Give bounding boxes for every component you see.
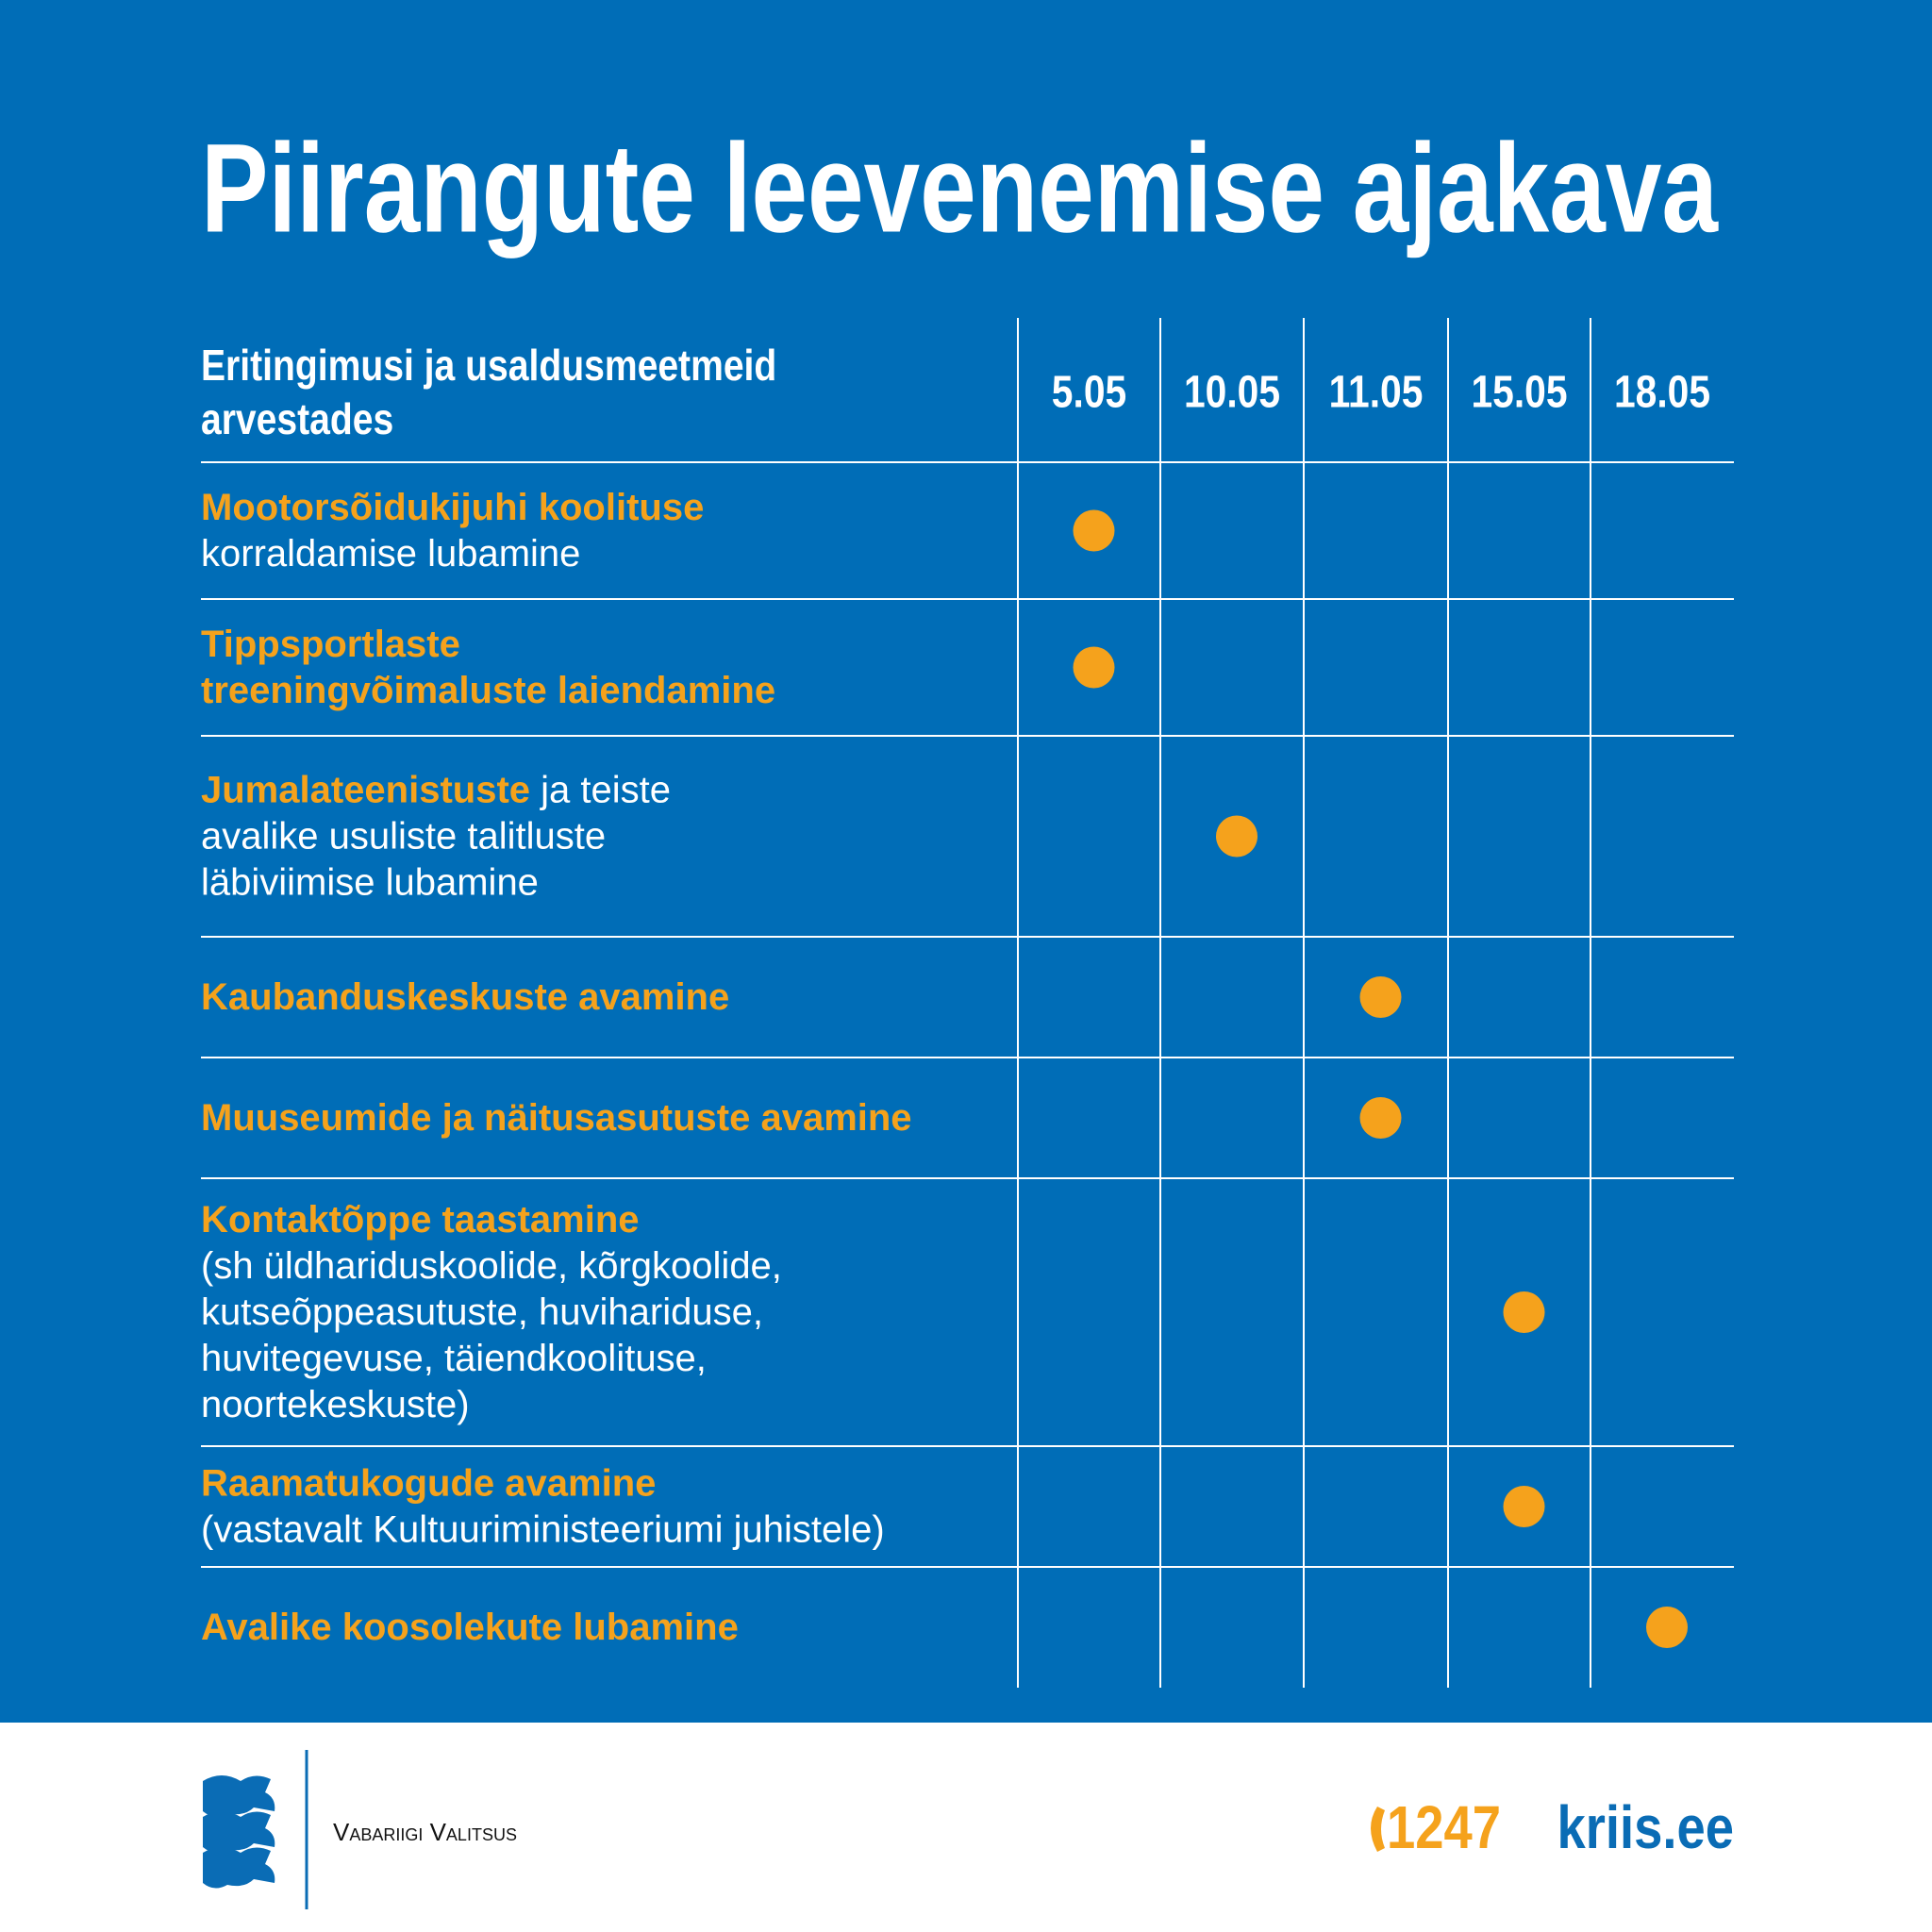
accent-text: Raamatukogude avamine xyxy=(201,1463,656,1505)
row-text: läbiviimise lubamine xyxy=(201,862,539,904)
dot xyxy=(1073,509,1115,552)
row-text: huvitegevuse, täiendkoolituse, xyxy=(201,1338,707,1379)
row-text: Kaubanduskeskuste avamine xyxy=(201,976,729,1018)
header-label: Eritingimusi ja usaldusmeetmeid xyxy=(201,341,776,391)
row-text: Avalike koosolekute lubamine xyxy=(201,1607,739,1648)
dot xyxy=(1216,815,1257,858)
background xyxy=(0,0,1932,1723)
accent-text: Tippsportlaste xyxy=(201,624,460,665)
row-text: Jumalateenistuste ja teiste xyxy=(201,770,671,811)
row-text: (sh üldhariduskoolide, kõrgkoolide, xyxy=(201,1245,782,1287)
dot xyxy=(1359,1097,1402,1139)
row-text: avalike usuliste talitluste xyxy=(201,816,606,858)
plain-text: (sh üldhariduskoolide, kõrgkoolide, xyxy=(201,1245,782,1287)
organization: Vabariigi Valitsus xyxy=(333,1818,517,1846)
accent-text: Muuseumide ja näitusasutuste avamine xyxy=(201,1097,912,1139)
row-text: (vastavalt Kultuuriministeeriumi juhiste… xyxy=(201,1509,885,1551)
plain-text: noortekeskuste) xyxy=(201,1384,470,1425)
plain-text: avalike usuliste talitluste xyxy=(201,816,606,858)
plain-text: läbiviimise lubamine xyxy=(201,862,539,904)
phone: 1247 xyxy=(1387,1793,1501,1861)
plain-text: huvitegevuse, täiendkoolituse, xyxy=(201,1338,707,1379)
accent-text: treeningvõimaluste laiendamine xyxy=(201,670,775,711)
logo xyxy=(203,1775,275,1889)
footer-background xyxy=(0,1723,1932,1932)
plain-text: ja teiste xyxy=(530,770,671,811)
row-text: kutseõppeasutuste, huvihariduse, xyxy=(201,1291,763,1333)
accent-text: Avalike koosolekute lubamine xyxy=(201,1607,739,1648)
plain-text: (vastavalt Kultuuriministeeriumi juhiste… xyxy=(201,1509,885,1551)
row-text: Raamatukogude avamine xyxy=(201,1463,656,1505)
row-text: Tippsportlaste xyxy=(201,624,460,665)
phone-icon xyxy=(1371,1807,1385,1852)
accent-text: Kaubanduskeskuste avamine xyxy=(201,976,729,1018)
row-text: Kontaktõppe taastamine xyxy=(201,1199,640,1241)
dot xyxy=(1646,1607,1688,1648)
accent-text: Mootorsõidukijuhi koolituse xyxy=(201,487,704,528)
row-text: korraldamise lubamine xyxy=(201,533,580,575)
header-date: 10.05 xyxy=(1184,368,1280,418)
dot xyxy=(1503,1291,1545,1333)
dot xyxy=(1503,1486,1545,1527)
dot xyxy=(1073,646,1115,689)
header-date: 18.05 xyxy=(1614,368,1710,418)
header-date: 11.05 xyxy=(1329,368,1424,418)
accent-text: Kontaktõppe taastamine xyxy=(201,1199,640,1241)
accent-text: Jumalateenistuste xyxy=(201,770,530,811)
plain-text: korraldamise lubamine xyxy=(201,533,580,575)
row-text: Mootorsõidukijuhi koolituse xyxy=(201,487,704,528)
header-label: arvestades xyxy=(201,395,393,444)
row-text: treeningvõimaluste laiendamine xyxy=(201,670,775,711)
plain-text: kutseõppeasutuste, huvihariduse, xyxy=(201,1291,763,1333)
website: kriis.ee xyxy=(1557,1793,1734,1861)
row-text: Muuseumide ja näitusasutuste avamine xyxy=(201,1097,912,1139)
dot xyxy=(1359,976,1402,1018)
title: Piirangute leevenemise ajakava xyxy=(201,119,1719,259)
header-date: 15.05 xyxy=(1471,368,1567,418)
row-text: noortekeskuste) xyxy=(201,1384,470,1425)
header-date: 5.05 xyxy=(1052,368,1126,418)
